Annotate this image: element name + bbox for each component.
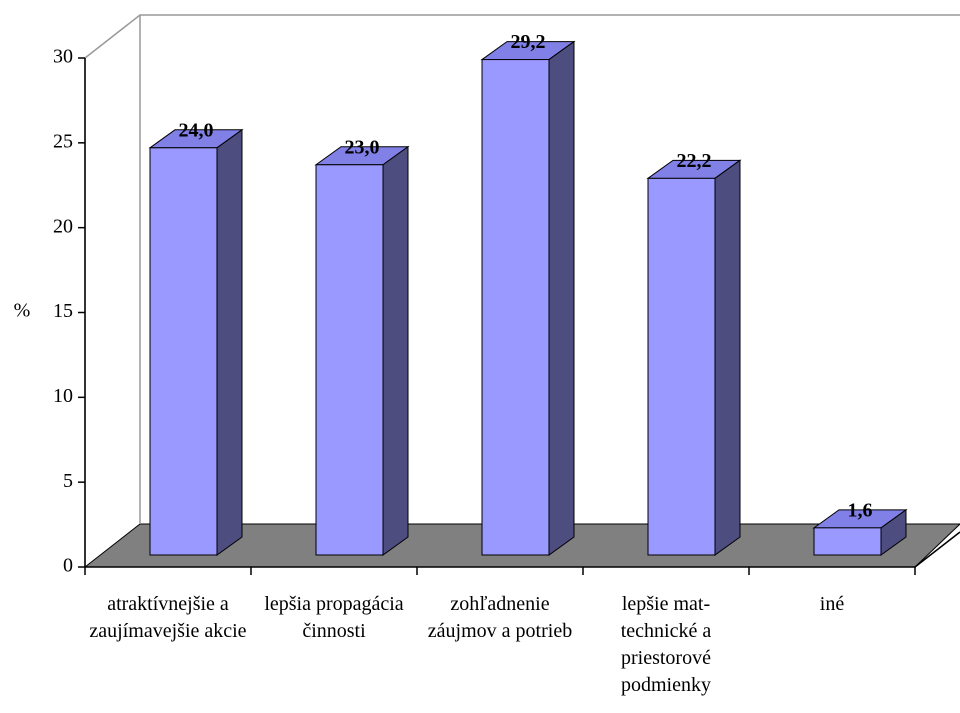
bar-side [216,128,243,556]
bar-side [382,145,409,556]
y-tick-label: 0 [63,555,73,577]
value-label: 23,0 [345,136,380,158]
y-tick-label: 10 [53,385,73,407]
value-label: 22,2 [677,150,712,172]
y-tick-label: 20 [53,215,73,237]
y-tick-label: 30 [53,46,73,68]
value-label: 1,6 [848,499,873,521]
bar [149,147,218,556]
bar [647,177,716,556]
value-label: 24,0 [179,119,214,141]
x-tick-label: zohľadnenie záujmov a potrieb [427,593,573,642]
y-tick-label: 15 [53,300,73,322]
x-axis-depth [914,531,960,568]
x-tick-label: lepšie mat-technické a priestorové podmi… [620,593,712,696]
y-tick-label: 5 [63,470,73,492]
y-axis-label: % [14,300,31,322]
x-tick-label: atraktívnejšie a zaujímavejšie akcie [89,593,247,642]
bar [315,164,384,556]
x-tick-label: lepšia propagácia činnosti [264,593,404,642]
x-tick-label: iné [819,593,845,615]
bar [481,59,550,556]
bar [813,527,882,556]
y-tick-label: 25 [53,130,73,152]
value-label: 29,2 [511,31,546,53]
bar-side [714,159,741,556]
bar-side [548,40,575,556]
